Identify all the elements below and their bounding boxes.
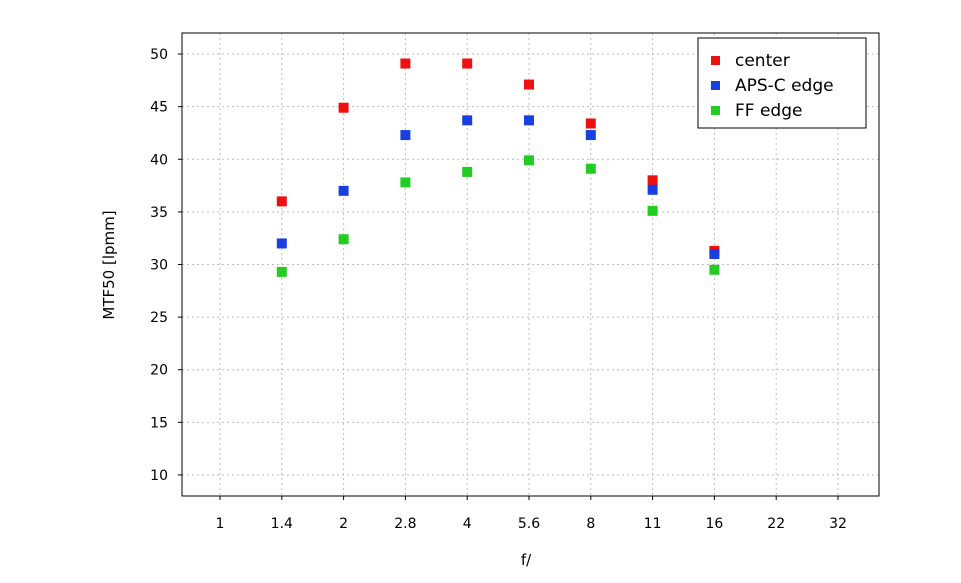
y-tick-label: 45 <box>150 100 168 116</box>
data-point <box>647 184 658 195</box>
x-tick-label: 8 <box>586 516 595 532</box>
x-tick-label: 22 <box>767 516 785 532</box>
x-tick-label: 4 <box>463 516 472 532</box>
data-points <box>276 58 720 277</box>
data-point <box>585 130 596 141</box>
legend-label: APS-C edge <box>735 76 834 96</box>
y-tick-label: 30 <box>150 258 168 274</box>
x-axis-label: f/ <box>521 551 532 569</box>
data-point <box>585 163 596 174</box>
y-tick-label: 15 <box>150 415 168 431</box>
series-aps-c-edge <box>276 115 720 259</box>
data-point <box>524 155 534 166</box>
y-tick-label: 50 <box>150 47 168 63</box>
legend-swatch <box>711 106 720 115</box>
data-point <box>338 234 349 245</box>
y-tick-label: 25 <box>150 310 168 326</box>
x-tick-label: 11 <box>644 516 662 532</box>
data-point <box>524 115 534 126</box>
data-point <box>338 185 349 196</box>
y-tick-label: 40 <box>150 152 168 168</box>
data-point <box>276 266 287 277</box>
data-point <box>709 248 720 259</box>
data-point <box>276 238 287 249</box>
data-point <box>709 264 720 275</box>
x-tick-label: 5.6 <box>518 516 540 532</box>
x-tick-label: 32 <box>829 516 847 532</box>
data-point <box>338 102 349 113</box>
legend-label: FF edge <box>735 101 802 121</box>
data-point <box>647 175 658 186</box>
data-point <box>276 196 287 207</box>
x-tick-label: 16 <box>705 516 723 532</box>
legend-box <box>697 37 867 129</box>
y-tick-label: 35 <box>150 205 168 221</box>
x-tick-label: 1 <box>216 516 225 532</box>
plot-area-frame <box>181 32 880 497</box>
data-point <box>400 58 411 69</box>
legend-label: center <box>735 51 790 71</box>
legend-swatch <box>711 56 720 65</box>
data-point <box>647 205 658 216</box>
data-point <box>585 118 596 129</box>
axis-ticks: 10 15 20 25 30 35 40 45 50 1 1.4 2 2.8 4 5.6 8 11 16 22 32 <box>150 47 847 532</box>
series-ff-edge <box>276 155 720 277</box>
y-tick-label: 20 <box>150 363 168 379</box>
data-point <box>462 115 473 126</box>
legend: center APS-C edge FF edge <box>697 37 867 129</box>
y-tick-label: 10 <box>150 468 168 484</box>
data-point <box>400 130 411 141</box>
data-point <box>462 58 473 69</box>
data-point <box>524 79 534 90</box>
data-point <box>462 166 473 177</box>
data-point <box>400 177 411 188</box>
x-tick-label: 1.4 <box>271 516 293 532</box>
x-tick-label: 2 <box>339 516 348 532</box>
y-axis-label: MTF50 [lpmm] <box>100 210 118 319</box>
legend-swatch <box>711 81 720 90</box>
x-tick-label: 2.8 <box>394 516 416 532</box>
